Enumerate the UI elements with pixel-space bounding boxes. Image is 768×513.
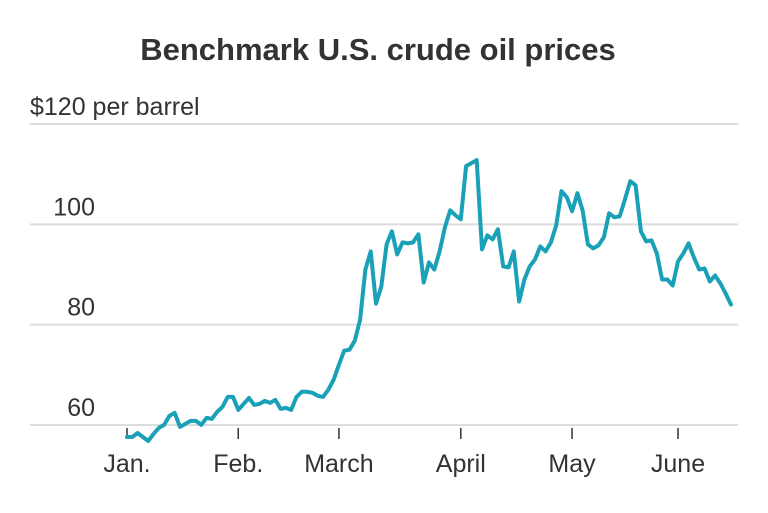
chart-title: Benchmark U.S. crude oil prices [140,32,616,67]
x-tick-label: June [651,450,705,478]
y-tick-label: $120 per barrel [30,93,200,121]
y-tick-label: 60 [67,394,95,422]
x-tick-label: May [548,450,596,478]
x-tick-label: Feb. [213,450,263,478]
y-tick-label: 100 [53,193,95,221]
x-tick-label: April [436,450,486,478]
x-tick-label: March [304,450,373,478]
price-line [125,158,733,443]
y-tick-label: 80 [67,294,95,322]
x-tick-label: Jan. [103,450,150,478]
